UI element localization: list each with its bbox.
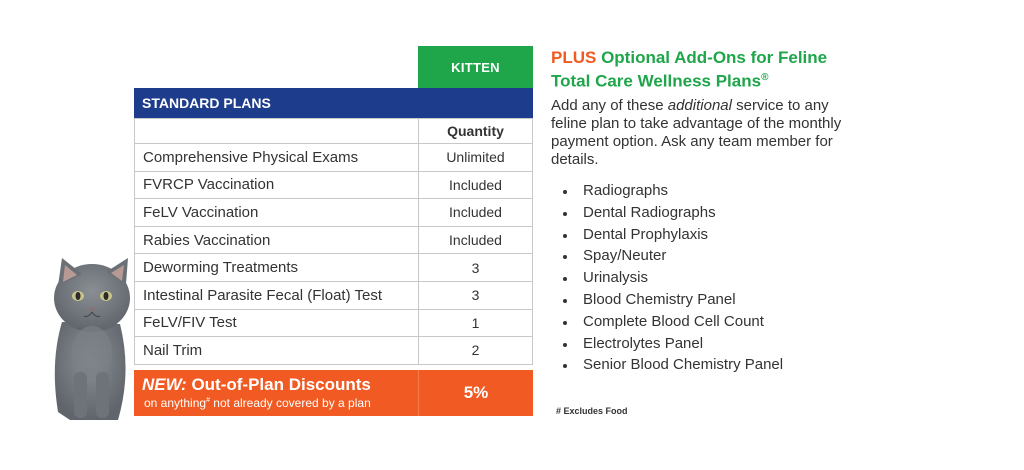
list-item: Radiographs	[577, 180, 783, 202]
footnote: # Excludes Food	[556, 406, 628, 416]
table-row: FeLV/FIV Test 1	[134, 308, 533, 338]
service-name: Deworming Treatments	[134, 253, 419, 282]
plan-column-header-kitten: KITTEN	[418, 46, 533, 88]
addons-title: PLUS Optional Add-Ons for Feline Total C…	[551, 48, 871, 92]
service-name: FeLV Vaccination	[134, 198, 419, 227]
discount-title: NEW: Out-of-Plan Discounts	[142, 376, 418, 394]
kitten-image	[54, 258, 130, 420]
discount-value: 5%	[418, 370, 533, 416]
table-row: FVRCP Vaccination Included	[134, 170, 533, 200]
table-row: Intestinal Parasite Fecal (Float) Test 3	[134, 280, 533, 310]
service-name: Comprehensive Physical Exams	[134, 143, 419, 172]
service-quantity: 1	[418, 308, 533, 338]
service-quantity: Included	[418, 225, 533, 255]
service-name: Intestinal Parasite Fecal (Float) Test	[134, 280, 419, 310]
service-name: Rabies Vaccination	[134, 225, 419, 255]
list-item: Spay/Neuter	[577, 245, 783, 267]
list-item: Urinalysis	[577, 267, 783, 289]
table-row: FeLV Vaccination Included	[134, 198, 533, 227]
discount-title-text: Out-of-Plan Discounts	[191, 375, 371, 394]
service-column-header	[134, 118, 419, 144]
service-name: FVRCP Vaccination	[134, 170, 419, 200]
registered-mark: ®	[761, 72, 769, 83]
list-item: Blood Chemistry Panel	[577, 289, 783, 311]
addons-desc-pre: Add any of these	[551, 97, 668, 114]
addons-description: Add any of these additional service to a…	[551, 97, 851, 169]
service-name: Nail Trim	[134, 336, 419, 365]
service-name: FeLV/FIV Test	[134, 308, 419, 338]
new-badge-text: NEW:	[142, 375, 187, 394]
footnote-marker: #	[206, 397, 210, 404]
service-quantity: 3	[418, 280, 533, 310]
discount-subtitle-post: not already covered by a plan	[209, 396, 371, 410]
table-header-row: Quantity	[134, 118, 533, 144]
table-row: Rabies Vaccination Included	[134, 225, 533, 255]
service-quantity: 3	[418, 253, 533, 282]
quantity-column-header: Quantity	[418, 118, 533, 144]
list-item: Electrolytes Panel	[577, 333, 783, 355]
discount-subtitle: on anything# not already covered by a pl…	[142, 394, 418, 410]
addons-list: Radiographs Dental Radiographs Dental Pr…	[557, 180, 783, 376]
list-item: Senior Blood Chemistry Panel	[577, 354, 783, 376]
discount-label: NEW: Out-of-Plan Discounts on anything# …	[134, 370, 418, 416]
discount-subtitle-pre: on anything	[144, 396, 207, 410]
service-quantity: Included	[418, 198, 533, 227]
list-item: Dental Radiographs	[577, 202, 783, 224]
table-row: Deworming Treatments 3	[134, 253, 533, 282]
service-quantity: Unlimited	[418, 143, 533, 172]
list-item: Dental Prophylaxis	[577, 224, 783, 246]
table-row: Nail Trim 2	[134, 336, 533, 365]
table-row: Comprehensive Physical Exams Unlimited	[134, 143, 533, 172]
service-quantity: 2	[418, 336, 533, 365]
list-item: Complete Blood Cell Count	[577, 311, 783, 333]
addons-title-text: Optional Add-Ons for Feline Total Care W…	[551, 48, 828, 91]
section-header: STANDARD PLANS	[134, 88, 533, 118]
discount-row: NEW: Out-of-Plan Discounts on anything# …	[134, 370, 533, 416]
addons-desc-post: service to any feline plan to take advan…	[551, 97, 842, 168]
addons-desc-emphasis: additional	[667, 97, 732, 114]
addons-title-plus: PLUS	[551, 48, 597, 67]
service-quantity: Included	[418, 170, 533, 200]
plans-table: Quantity Comprehensive Physical Exams Un…	[134, 118, 533, 365]
